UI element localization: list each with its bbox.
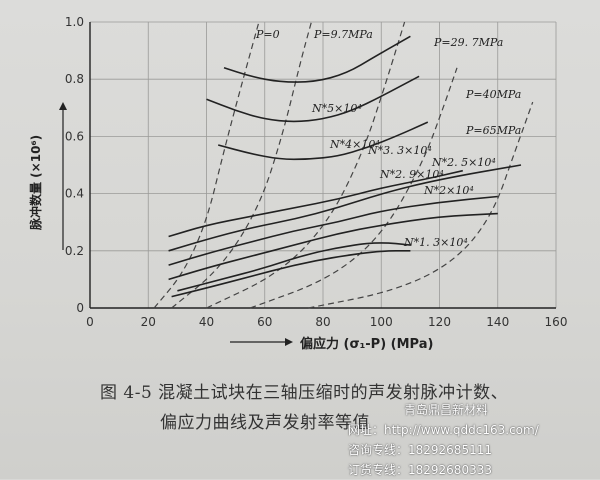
y-arrow-head xyxy=(59,102,67,110)
dashed-series-line xyxy=(249,67,458,309)
curves xyxy=(153,21,534,309)
tick-labels: 0 20 40 60 80 100 120 140 160 0 0.2 0.4 0.6 0.8 1.0 xyxy=(65,15,568,329)
y-tick-label: 0.2 xyxy=(65,244,84,258)
label-p65: P=65MPa xyxy=(465,124,521,137)
x-tick-label: 60 xyxy=(257,315,272,329)
solid-series-line xyxy=(168,169,463,238)
label-p297: P=29. 7MPa xyxy=(433,36,503,49)
x-tick-label: 80 xyxy=(315,315,330,329)
solid-series-line xyxy=(168,212,498,281)
watermark-order: 订货专线：18292680333 xyxy=(348,463,492,477)
label-n4: N*4×10⁴ xyxy=(329,138,380,151)
watermark-site: 网址：http://www.qddc163.com/ xyxy=(348,423,539,437)
dashed-series-line xyxy=(171,21,312,309)
solid-series-line xyxy=(206,75,420,123)
y-tick-label: 0 xyxy=(76,301,84,315)
x-axis-label: 偏应力 (σ₁-P) (MPa) xyxy=(300,336,433,352)
dashed-series-line xyxy=(308,101,534,309)
label-n2: N*2×10⁴ xyxy=(423,184,474,197)
x-tick-label: 160 xyxy=(545,315,568,329)
axes xyxy=(59,22,556,346)
x-tick-label: 40 xyxy=(199,315,214,329)
y-axis-label: 脉冲数量 (×10⁶) xyxy=(28,135,43,231)
solid-series-line xyxy=(168,195,498,266)
y-tick-label: 1.0 xyxy=(65,15,84,29)
label-p40: P=40MPa xyxy=(465,88,521,101)
x-tick-label: 120 xyxy=(428,315,451,329)
label-n5: N*5×10⁴ xyxy=(311,102,362,115)
watermark-consult: 咨询专线：18292685111 xyxy=(348,443,492,457)
figure-caption-line2: 偏应力曲线及声发射率等值 xyxy=(160,413,370,433)
solid-series-line xyxy=(217,121,429,161)
x-tick-label: 140 xyxy=(486,315,509,329)
x-tick-label: 100 xyxy=(370,315,393,329)
dashed-series-line xyxy=(153,21,260,309)
label-n33: N*3. 3×10⁴ xyxy=(367,144,432,157)
figure-caption-line1: 图 4-5 混凝土试块在三轴压缩时的声发射脉冲计数、 xyxy=(100,383,509,403)
x-tick-label: 20 xyxy=(141,315,156,329)
label-n25: N*2. 5×10⁴ xyxy=(431,156,496,169)
y-tick-label: 0.4 xyxy=(65,187,84,201)
y-tick-label: 0.8 xyxy=(65,72,84,86)
label-p0: P=0 xyxy=(255,28,280,41)
y-tick-label: 0.6 xyxy=(65,129,84,143)
watermark: 青岛鼎昌新材料 网址：http://www.qddc163.com/ 咨询专线：… xyxy=(348,400,598,480)
solid-series-line xyxy=(223,35,411,83)
solid-series-line xyxy=(177,242,411,292)
label-n13: N*1. 3×10⁴ xyxy=(403,236,468,249)
label-n29: N*2. 9×10⁴ xyxy=(379,168,444,181)
solid-series-line xyxy=(168,164,522,252)
dashed-series-line xyxy=(206,21,406,309)
label-p97: P=9.7MPa xyxy=(313,28,373,41)
x-tick-label: 0 xyxy=(86,315,94,329)
watermark-company: 青岛鼎昌新材料 xyxy=(404,403,489,417)
solid-series-line xyxy=(171,250,411,298)
x-arrow-head xyxy=(285,338,293,346)
